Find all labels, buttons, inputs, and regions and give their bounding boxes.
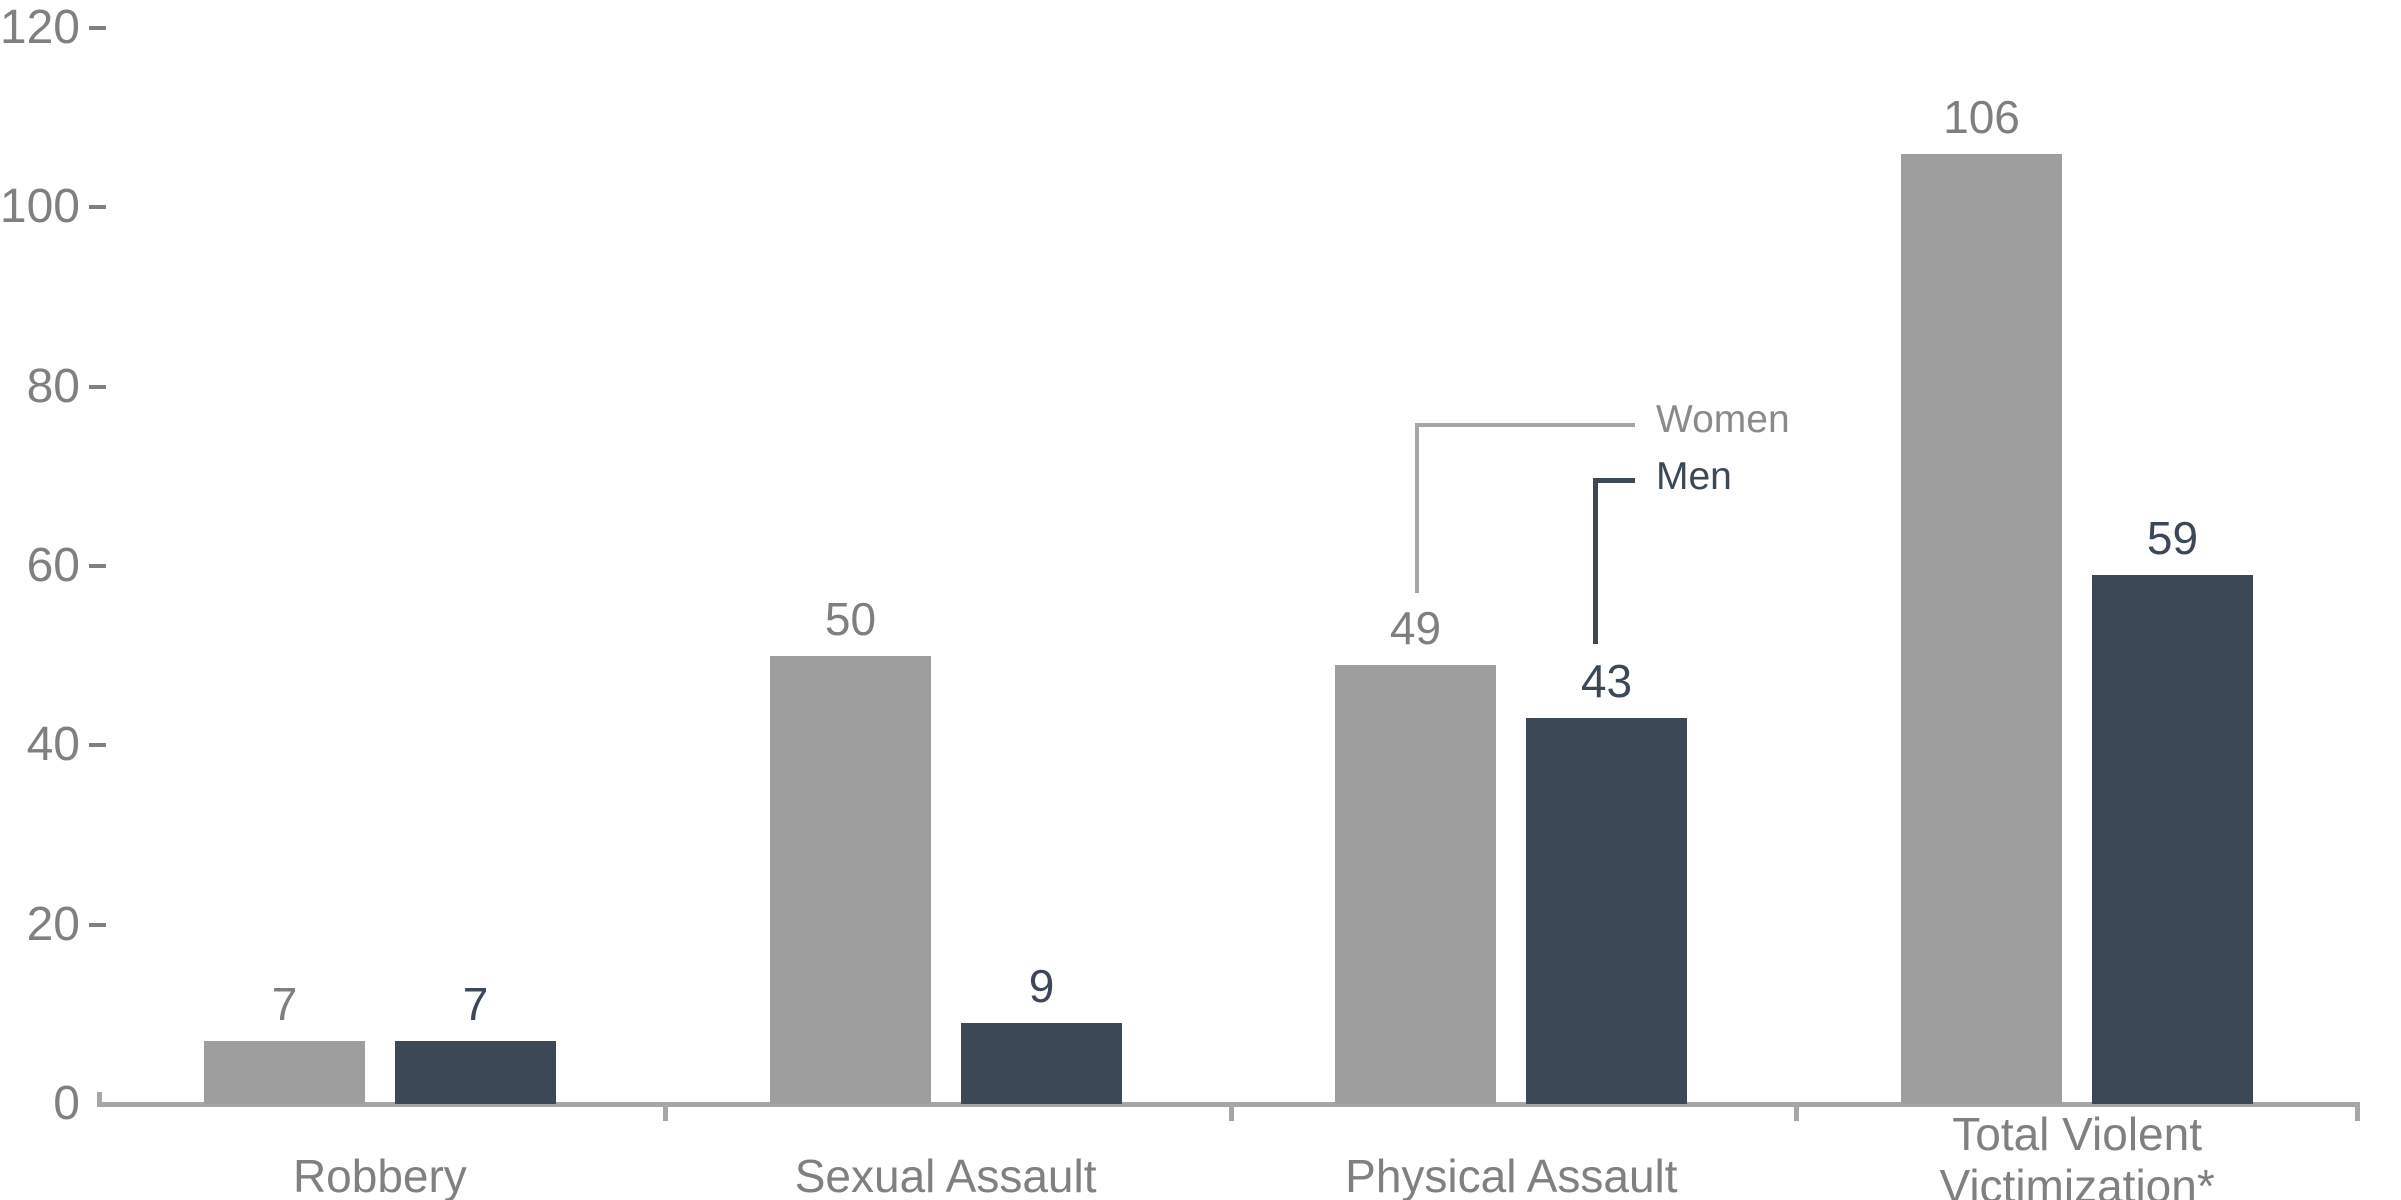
y-tick-label: 80 xyxy=(26,359,80,413)
y-tick-label: 20 xyxy=(26,897,80,951)
y-axis-tick-row: 20 xyxy=(0,897,106,953)
y-tick-mark xyxy=(89,922,106,927)
y-axis-tick-row: 60 xyxy=(0,538,106,594)
y-axis-tick-row: 0 xyxy=(0,1076,106,1132)
category-label-robbery: Robbery xyxy=(292,1150,467,1200)
men-callout-line xyxy=(1593,478,1635,644)
value-label-men-total-violent-victimization: 59 xyxy=(2146,512,2199,564)
bar-women-total-violent-victimization xyxy=(1901,154,2062,1104)
bar-men-physical-assault xyxy=(1526,718,1687,1104)
bar-men-total-violent-victimization xyxy=(2092,575,2253,1104)
value-label-women-robbery: 7 xyxy=(271,978,298,1030)
y-tick-label: 100 xyxy=(0,180,80,234)
category-label-sexual-assault: Sexual Assault xyxy=(794,1150,1097,1200)
x-axis-divider-tick xyxy=(2355,1104,2360,1121)
x-axis-divider-tick xyxy=(1228,1104,1234,1121)
bar-women-physical-assault xyxy=(1335,665,1496,1104)
women-callout-line xyxy=(1415,423,1635,593)
y-tick-mark xyxy=(89,205,106,210)
value-label-men-robbery: 7 xyxy=(462,978,489,1030)
x-axis-start-tick xyxy=(97,1092,102,1107)
value-label-women-sexual-assault: 50 xyxy=(824,593,877,645)
value-label-women-physical-assault: 49 xyxy=(1389,602,1442,654)
bar-men-robbery xyxy=(395,1041,556,1104)
bar-men-sexual-assault xyxy=(961,1023,1122,1104)
x-axis-divider-tick xyxy=(1794,1104,1800,1121)
legend-label-women: Women xyxy=(1656,398,1790,441)
y-axis-tick-row: 100 xyxy=(0,179,106,235)
y-axis-tick-row: 40 xyxy=(0,717,106,773)
y-tick-mark xyxy=(89,384,106,389)
category-label-physical-assault: Physical Assault xyxy=(1345,1150,1678,1200)
y-axis-tick-row: 120 xyxy=(0,0,106,56)
y-tick-mark xyxy=(89,564,106,568)
bar-women-robbery xyxy=(204,1041,365,1104)
y-tick-label: 60 xyxy=(26,539,80,592)
y-axis-tick-row: 80 xyxy=(0,359,106,415)
value-label-women-total-violent-victimization: 106 xyxy=(1943,91,2020,143)
bar-women-sexual-assault xyxy=(770,656,931,1104)
y-tick-label: 40 xyxy=(26,718,80,772)
y-tick-label: 0 xyxy=(53,1077,80,1130)
value-label-men-physical-assault: 43 xyxy=(1580,655,1633,707)
legend-label-men: Men xyxy=(1656,455,1732,498)
category-label-total-violent-victimization: Total Violent Victimization* xyxy=(1939,1108,2215,1200)
y-tick-mark xyxy=(89,743,106,748)
value-label-men-sexual-assault: 9 xyxy=(1028,960,1055,1012)
x-axis-divider-tick xyxy=(662,1104,668,1121)
y-tick-mark xyxy=(89,26,106,30)
y-tick-label: 120 xyxy=(0,1,80,54)
